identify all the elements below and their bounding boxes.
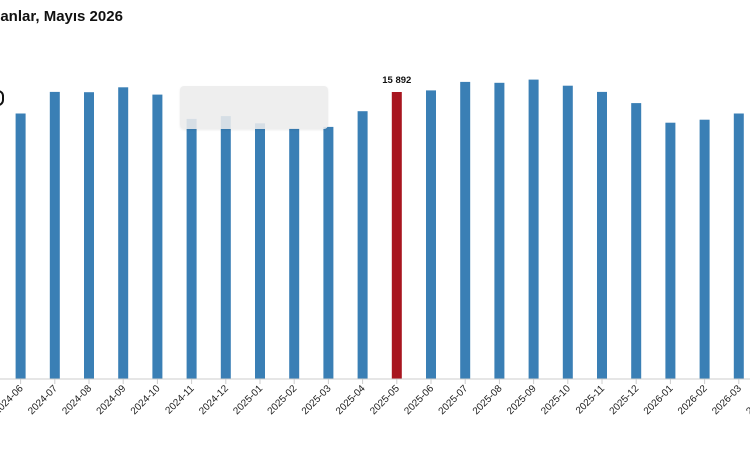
bar-2025-11[interactable]: [597, 91, 607, 380]
bar-2025-05[interactable]: [391, 92, 402, 379]
bar-2025-07[interactable]: [460, 81, 471, 380]
x-tick-label: 2024-08: [60, 383, 94, 417]
bar-2024-09[interactable]: [118, 87, 129, 380]
bar-2025-12[interactable]: [631, 103, 642, 379]
x-tick-label: 2024-10: [129, 383, 163, 417]
x-tick-label: 2025-09: [505, 383, 539, 417]
x-tick-label: 2024-06: [0, 383, 26, 417]
x-tick-label: 2025-11: [574, 383, 608, 417]
x-tick-label: 2025-02: [266, 383, 300, 417]
bar-2024-11[interactable]: [186, 118, 197, 380]
x-tick-label: 2024-09: [95, 383, 129, 417]
bar-2024-12[interactable]: [220, 116, 231, 379]
x-tick-label: 2025-07: [437, 383, 471, 417]
x-tick-label: 2024-12: [197, 383, 231, 417]
x-tick-label: 2024-11: [164, 383, 198, 417]
x-tick-label: 2025-08: [471, 383, 505, 417]
bar-2025-01[interactable]: [255, 123, 265, 379]
bar-2026-01[interactable]: [665, 122, 676, 379]
bar-2025-03[interactable]: [323, 126, 334, 380]
chart-title: şanlar, Mayıs 2026: [0, 8, 123, 25]
x-tick-label: 2025-06: [402, 383, 436, 417]
bar-2025-08[interactable]: [494, 82, 505, 380]
bar-2025-09[interactable]: [528, 79, 539, 379]
x-tick-label: 2025-03: [300, 383, 334, 417]
bar-2024-10[interactable]: [152, 94, 163, 379]
x-tick-label: 2024-07: [26, 383, 60, 417]
x-tick-label: 2026-01: [642, 383, 676, 417]
bar-2024-07[interactable]: [49, 91, 60, 380]
bar-2024-08[interactable]: [84, 92, 94, 379]
bar-2025-10[interactable]: [562, 85, 573, 379]
bar-2025-06[interactable]: [426, 90, 436, 380]
x-tick-label: 2025-05: [368, 383, 402, 417]
x-tick-label: 2026-04: [744, 383, 750, 417]
x-tick-label: 2025-10: [539, 383, 573, 417]
data-label-highlight: 15 892: [382, 75, 411, 86]
bar-2026-02[interactable]: [699, 119, 710, 379]
x-tick-label: 2025-04: [334, 383, 368, 417]
x-tick-label: 2025-12: [608, 383, 642, 417]
tooltip: [180, 86, 328, 129]
x-tick-label: 2025-01: [231, 383, 265, 417]
bar-2025-02[interactable]: [289, 128, 300, 379]
x-tick-label: 2026-03: [710, 383, 744, 417]
bar-2025-04[interactable]: [357, 111, 368, 379]
bar-2026-03[interactable]: [733, 113, 744, 380]
bar-2024-06[interactable]: [15, 113, 26, 380]
x-tick-label: 2026-02: [676, 383, 710, 417]
